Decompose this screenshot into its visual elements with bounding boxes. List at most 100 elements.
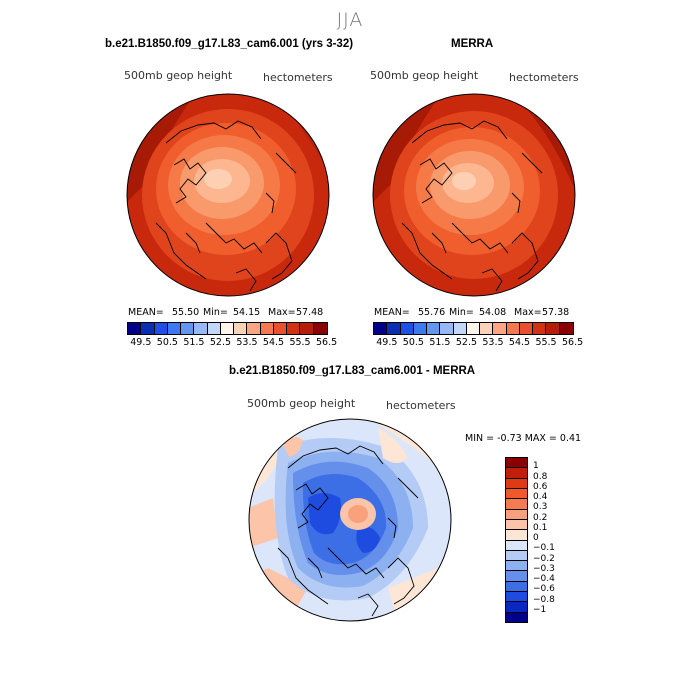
colorbar-level-label: −0.4 xyxy=(533,574,555,584)
colorbar-swatch xyxy=(260,323,274,334)
colorbar-swatch xyxy=(128,323,142,334)
colorbar-tick-label: 56.5 xyxy=(562,337,584,348)
colorbar-level-label: −0.6 xyxy=(533,584,555,595)
colorbar-tick-label: 51.5 xyxy=(183,337,205,348)
colorbar-swatch xyxy=(427,323,441,334)
colorbar-swatch xyxy=(273,323,288,334)
colorbar-level-label: 0.2 xyxy=(533,512,548,523)
colorbar-tick-label: 52.5 xyxy=(455,337,478,348)
panel1-max-label: Max= xyxy=(268,307,296,318)
panel2-colorbar-ticks: 49.5 50.5 51.5 52.5 53.5 54.5 55.5 56.5 xyxy=(373,337,588,349)
colorbar-swatch xyxy=(506,478,527,489)
colorbar-swatch xyxy=(533,323,547,334)
colorbar-swatch xyxy=(493,323,507,334)
colorbar-tick-label: 49.5 xyxy=(376,337,398,348)
panel2-polar-map xyxy=(372,93,576,297)
colorbar-swatch xyxy=(506,323,520,334)
colorbar-swatch xyxy=(506,509,527,520)
colorbar-swatch xyxy=(247,323,261,334)
diff-units-label: hectometers xyxy=(386,399,456,412)
panel1-colorbar xyxy=(127,322,328,335)
colorbar-swatch xyxy=(506,581,527,593)
colorbar-tick-label: 53.5 xyxy=(482,337,504,348)
colorbar-swatch xyxy=(506,458,527,469)
colorbar-tick-label: 54.5 xyxy=(262,337,285,348)
colorbar-swatch xyxy=(440,323,454,334)
colorbar-swatch xyxy=(220,323,235,334)
colorbar-swatch xyxy=(313,323,327,334)
diff-polar-map xyxy=(248,418,452,622)
panel2-min-value: 54.08 xyxy=(479,307,507,318)
colorbar-swatch xyxy=(207,323,221,334)
colorbar-swatch xyxy=(413,323,428,334)
colorbar-level-label: 0.4 xyxy=(533,492,548,502)
colorbar-tick-label: 49.5 xyxy=(130,337,152,348)
panel2-max-label: Max= xyxy=(514,307,542,318)
panel2-max-value: 57.38 xyxy=(542,307,570,318)
colorbar-swatch xyxy=(506,530,527,541)
colorbar-swatch xyxy=(300,323,314,334)
colorbar-swatch xyxy=(506,602,527,613)
colorbar-tick-label: 53.5 xyxy=(236,337,258,348)
colorbar-swatch xyxy=(167,323,182,334)
colorbar-tick-label: 56.5 xyxy=(316,337,338,348)
colorbar-tick-label: 51.5 xyxy=(429,337,451,348)
colorbar-swatch xyxy=(519,323,534,334)
diff-minmax-stats: MIN = -0.73 MAX = 0.41 xyxy=(465,433,582,444)
panel1-colorbar-ticks: 49.5 50.5 51.5 52.5 53.5 54.5 55.5 56.5 xyxy=(127,337,342,349)
colorbar-swatch xyxy=(480,323,494,334)
colorbar-level-label: −0.8 xyxy=(533,594,555,605)
colorbar-level-label: −0.3 xyxy=(533,563,555,574)
colorbar-swatch xyxy=(506,540,527,551)
colorbar-swatch xyxy=(506,612,527,622)
colorbar-swatch xyxy=(387,323,401,334)
colorbar-swatch xyxy=(506,592,527,603)
colorbar-swatch xyxy=(506,571,527,582)
panel1-min-label: Min= xyxy=(203,307,228,318)
colorbar-level-label: −0.1 xyxy=(533,543,555,554)
figure-title: JJA xyxy=(336,9,364,31)
colorbar-swatch xyxy=(154,323,168,334)
colorbar-swatch xyxy=(466,323,481,334)
colorbar-swatch xyxy=(234,323,248,334)
panel2-mean-value: 55.76 xyxy=(418,307,446,318)
panel1-title: b.e21.B1850.f09_g17.L83_cam6.001 (yrs 3-… xyxy=(105,38,354,50)
panel1-units-label: hectometers xyxy=(263,71,333,84)
panel2-units-label: hectometers xyxy=(509,71,579,84)
panel1-polar-map xyxy=(126,93,330,297)
panel2-title: MERRA xyxy=(451,38,494,50)
diff-colorbar xyxy=(505,457,528,623)
diff-title: b.e21.B1850.f09_g17.L83_cam6.001 - MERRA xyxy=(229,365,476,377)
colorbar-tick-label: 54.5 xyxy=(508,337,531,348)
colorbar-swatch xyxy=(287,323,301,334)
colorbar-swatch xyxy=(141,323,155,334)
panel2-left-label: 500mb geop height xyxy=(370,69,479,82)
panel2-mean-label: MEAN= xyxy=(374,307,410,318)
colorbar-tick-label: 52.5 xyxy=(209,337,232,348)
panel1-min-value: 54.15 xyxy=(233,307,261,318)
colorbar-swatch xyxy=(506,488,527,500)
colorbar-swatch xyxy=(506,550,527,562)
colorbar-level-label: 1 xyxy=(533,461,539,472)
colorbar-swatch xyxy=(194,323,208,334)
colorbar-swatch xyxy=(506,561,527,572)
diff-left-label: 500mb geop height xyxy=(247,397,356,410)
colorbar-level-label: 0.6 xyxy=(533,481,548,492)
panel1-left-label: 500mb geop height xyxy=(124,69,233,82)
colorbar-tick-label: 55.5 xyxy=(535,337,557,348)
colorbar-swatch xyxy=(374,323,388,334)
colorbar-swatch xyxy=(506,519,527,531)
colorbar-level-label: 0.8 xyxy=(533,471,548,482)
panel2-colorbar xyxy=(373,322,574,335)
panel2-min-label: Min= xyxy=(449,307,474,318)
colorbar-tick-label: 50.5 xyxy=(402,337,424,348)
colorbar-level-label: −1 xyxy=(533,604,547,615)
colorbar-swatch xyxy=(400,323,414,334)
colorbar-swatch xyxy=(559,323,573,334)
colorbar-swatch xyxy=(546,323,560,334)
panel1-max-value: 57.48 xyxy=(296,307,324,318)
colorbar-swatch xyxy=(506,468,527,479)
colorbar-level-label: 0.1 xyxy=(533,522,548,533)
colorbar-level-label: 0 xyxy=(533,533,539,543)
colorbar-level-label: 0.3 xyxy=(533,502,548,513)
